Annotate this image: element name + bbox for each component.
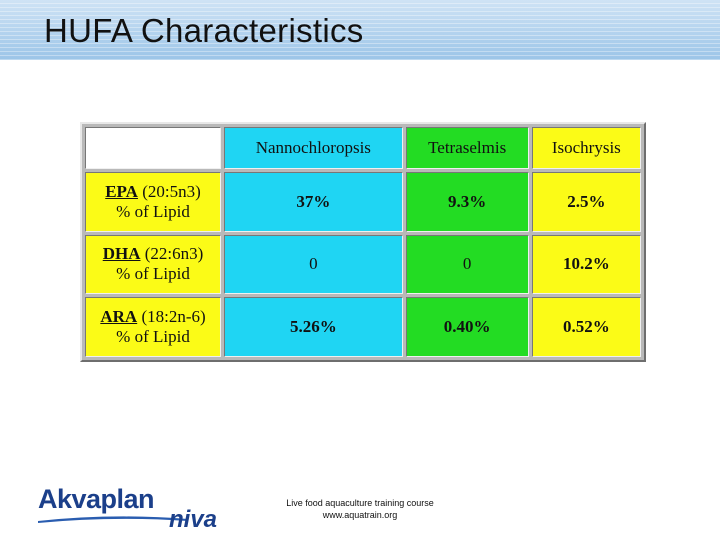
value-cell: 0.52%: [531, 297, 641, 357]
table-row: DHA (22:6n3) % of Lipid 0 0 10.2%: [85, 234, 641, 295]
acid-name: EPA: [105, 181, 138, 201]
header-isochrysis: Isochrysis: [531, 127, 641, 169]
footer-text: Live food aquaculture training course ww…: [250, 497, 470, 521]
acid-name: ARA: [100, 307, 138, 327]
acid-formula: (20:5n3): [142, 181, 201, 201]
hufa-table-frame: Nannochloropsis Tetraselmis Isochrysis E…: [80, 122, 646, 362]
value-cell: 10.2%: [531, 234, 641, 295]
row-header-ara: ARA (18:2n-6) % of Lipid: [85, 297, 221, 357]
table-row: EPA (20:5n3) % of Lipid 37% 9.3% 2.5%: [85, 172, 641, 232]
acid-formula: (22:6n3): [144, 244, 204, 264]
acid-unit: % of Lipid: [116, 201, 190, 221]
slide-title: HUFA Characteristics: [44, 12, 364, 49]
value-cell: 0.40%: [405, 297, 529, 357]
value-cell: 2.5%: [531, 172, 641, 232]
value-cell: 0: [224, 234, 403, 295]
header-nannochloropsis: Nannochloropsis: [224, 127, 403, 169]
title-bar: HUFA Characteristics: [0, 0, 720, 60]
acid-name: DHA: [102, 244, 141, 264]
logo-swoosh-icon: [38, 516, 188, 523]
row-header-dha: DHA (22:6n3) % of Lipid: [85, 234, 221, 295]
table-corner-cell: [85, 127, 221, 169]
acid-unit: % of Lipid: [116, 327, 190, 347]
logo-text-niva: niva: [169, 506, 218, 533]
hufa-table: Nannochloropsis Tetraselmis Isochrysis E…: [82, 124, 644, 360]
acid-formula: (18:2n-6): [141, 307, 206, 327]
table-row: ARA (18:2n-6) % of Lipid 5.26% 0.40% 0.5…: [85, 297, 641, 357]
value-cell: 37%: [224, 172, 403, 232]
row-header-epa: EPA (20:5n3) % of Lipid: [85, 172, 221, 232]
value-cell: 0: [405, 234, 529, 295]
table-header-row: Nannochloropsis Tetraselmis Isochrysis: [85, 127, 641, 169]
value-cell: 9.3%: [405, 172, 529, 232]
logo-text-akvaplan: Akvaplan: [38, 484, 155, 514]
footer-url: www.aquatrain.org: [322, 510, 398, 520]
akvaplan-niva-logo: Akvaplan niva: [38, 484, 228, 536]
acid-unit: % of Lipid: [116, 264, 190, 284]
header-tetraselmis: Tetraselmis: [405, 127, 529, 169]
footer-course: Live food aquaculture training course: [286, 498, 434, 508]
value-cell: 5.26%: [224, 297, 403, 357]
